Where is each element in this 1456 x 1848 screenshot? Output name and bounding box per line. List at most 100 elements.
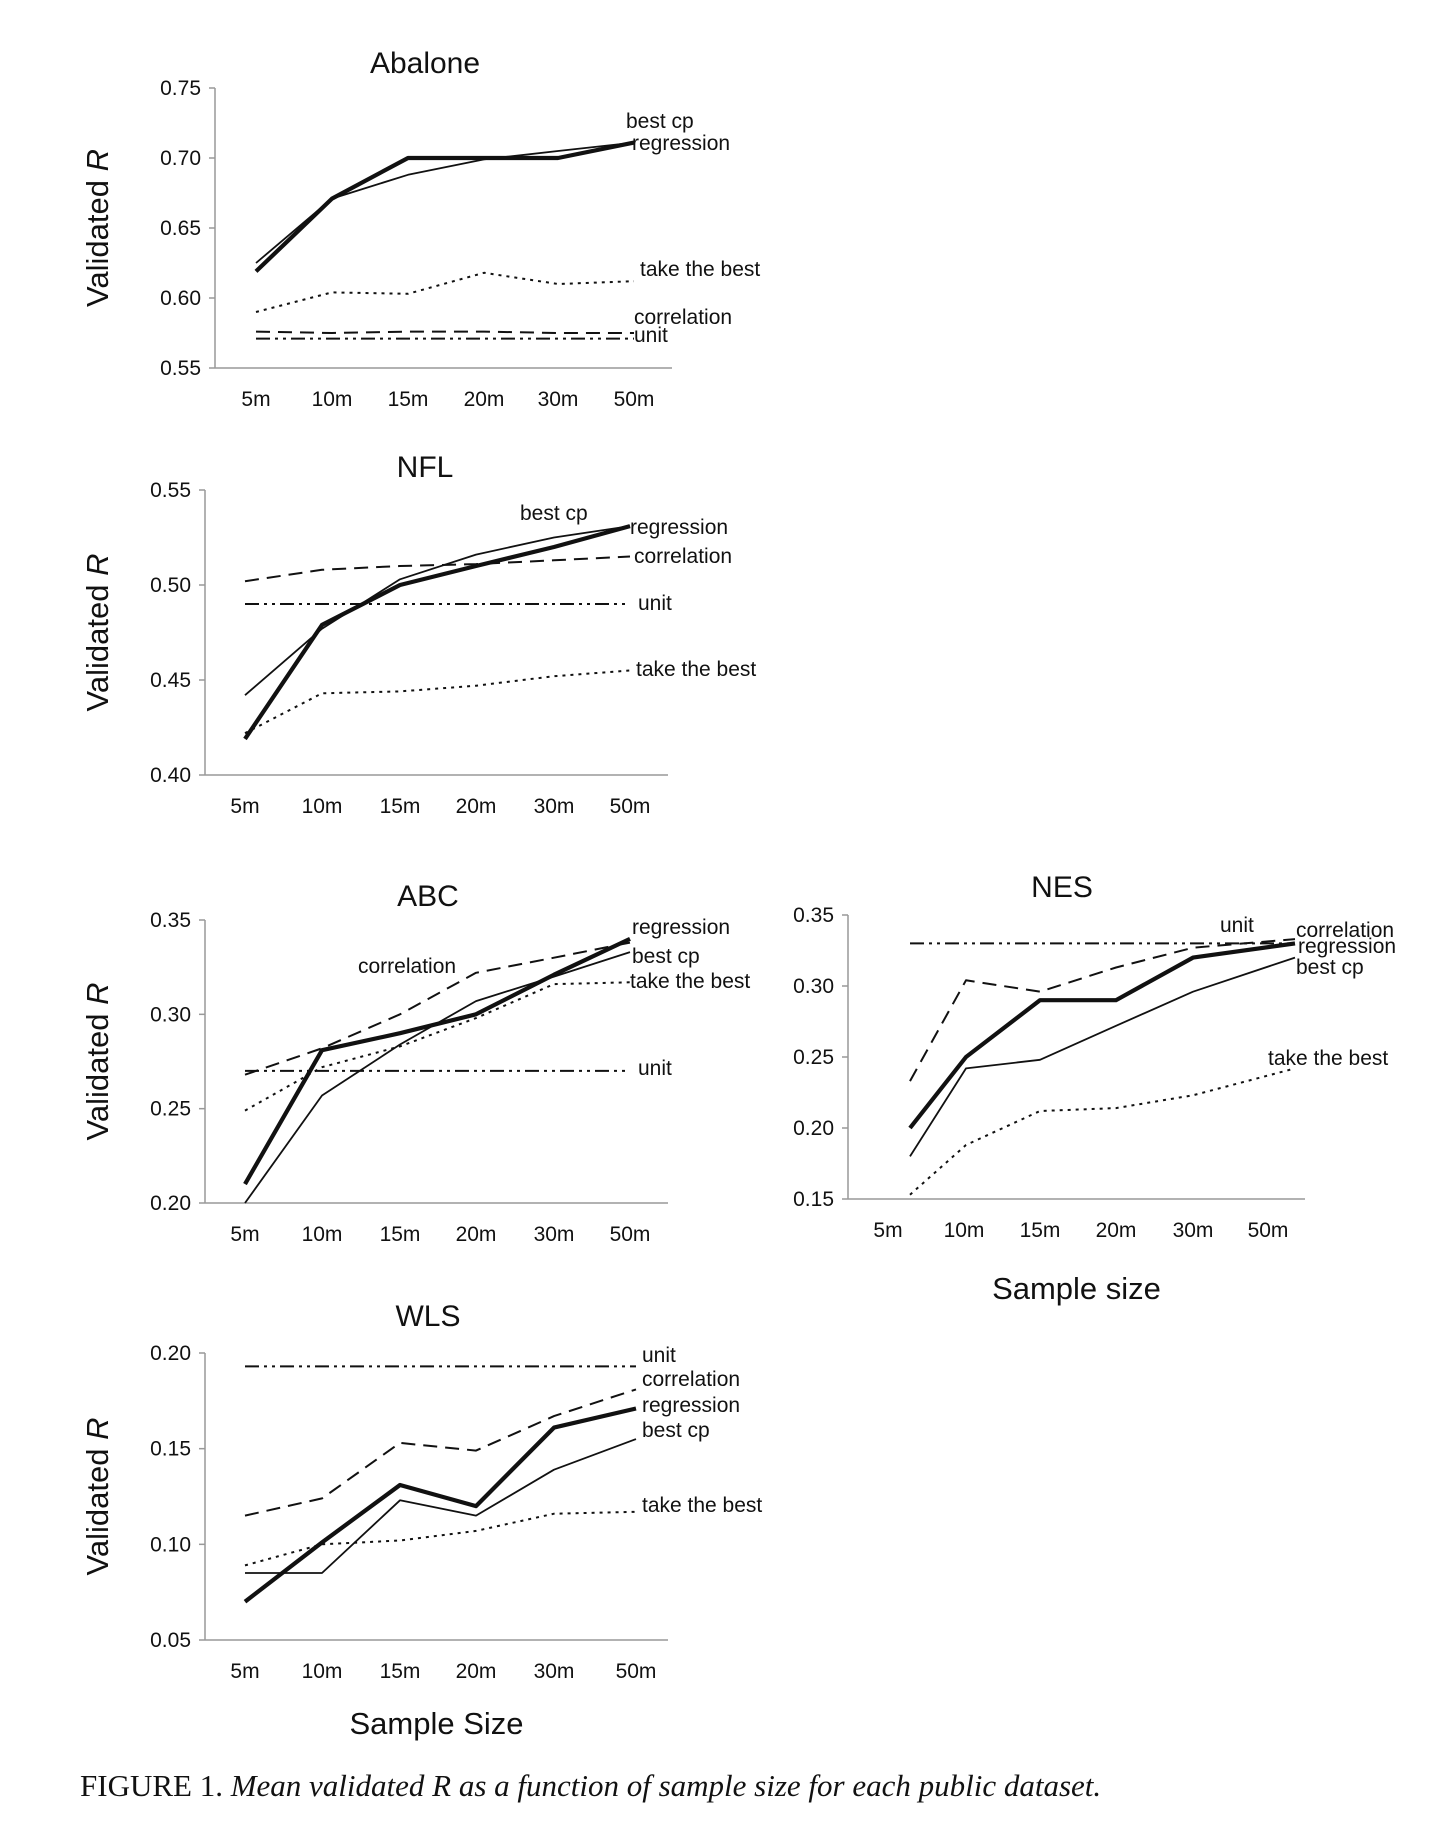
x-tick-label: 30m xyxy=(1173,1219,1214,1242)
x-tick-label: 15m xyxy=(388,388,429,411)
series-line-regression xyxy=(243,1406,637,1604)
x-tick-label: 15m xyxy=(380,1660,421,1683)
series-line-take-the-best xyxy=(244,981,631,1112)
x-tick-label: 30m xyxy=(534,1223,575,1246)
chart-panel-nfl: NFL 0.55 0.50 0.45 0.40 5m 10m 15m 20m 30m 50m Vali… xyxy=(80,451,756,818)
series-label-take-the-best: take the best xyxy=(630,970,750,993)
y-tick-label: 0.40 xyxy=(150,764,191,787)
x-tick-label: 10m xyxy=(302,1660,343,1683)
series-label-take-the-best: take the best xyxy=(642,1494,762,1517)
series-line-best-cp xyxy=(245,1438,637,1574)
series-line-correlation xyxy=(244,941,631,1076)
y-tick-label: 0.15 xyxy=(150,1438,191,1461)
x-tick-label: 20m xyxy=(456,795,497,818)
x-tick-label: 30m xyxy=(534,795,575,818)
x-tick-label: 50m xyxy=(616,1660,657,1683)
chart-panel-nes: NES 0.35 0.30 0.25 0.20 0.15 5m 10m 15m 20m 30m 50m… xyxy=(793,871,1396,1306)
y-tick-label: 0.55 xyxy=(160,357,201,380)
x-tick-label: 10m xyxy=(944,1219,985,1242)
y-tick-label: 0.30 xyxy=(793,975,834,998)
series-label-unit: unit xyxy=(634,324,668,347)
x-tick-label: 5m xyxy=(230,1660,259,1683)
x-tick-label: 10m xyxy=(312,388,353,411)
y-tick-label: 0.20 xyxy=(793,1117,834,1140)
x-tick-label: 5m xyxy=(241,388,270,411)
x-tick-label: 50m xyxy=(610,795,651,818)
y-tick-label: 0.35 xyxy=(150,909,191,932)
chart-panel-abc: ABC 0.35 0.30 0.25 0.20 5m 10m 15m 20m 30m 50m Vali… xyxy=(80,880,750,1246)
series-label-best-cp: best cp xyxy=(632,945,700,968)
series-label-regression: regression xyxy=(632,132,730,155)
x-tick-label: 5m xyxy=(230,1223,259,1246)
series-line-regression xyxy=(244,525,631,696)
y-tick-label: 0.75 xyxy=(160,77,201,100)
caption-label: FIGURE 1. xyxy=(80,1768,223,1803)
x-tick-label: 10m xyxy=(302,795,343,818)
series-line-best-cp xyxy=(254,140,635,273)
x-axis-label: Sample size xyxy=(992,1271,1161,1306)
series-label-best-cp: best cp xyxy=(1296,956,1364,979)
series-label-best-cp: best cp xyxy=(626,110,694,133)
series-line-take-the-best xyxy=(255,271,635,313)
series-label-correlation: correlation xyxy=(634,306,732,329)
series-line-take-the-best xyxy=(244,1510,637,1567)
y-tick-label: 0.15 xyxy=(793,1188,834,1211)
chart-title: WLS xyxy=(395,1300,460,1333)
y-tick-label: 0.25 xyxy=(150,1098,191,1121)
series-label-unit: unit xyxy=(638,592,672,615)
y-axis-label: Validated R xyxy=(80,149,115,307)
y-tick-label: 0.45 xyxy=(150,669,191,692)
x-tick-label: 50m xyxy=(610,1223,651,1246)
chart-title: ABC xyxy=(397,880,459,913)
series-label-correlation: correlation xyxy=(1296,919,1394,942)
y-tick-label: 0.25 xyxy=(793,1046,834,1069)
y-tick-label: 0.20 xyxy=(150,1192,191,1215)
x-axis-label: Sample Size xyxy=(349,1706,523,1741)
series-label-take-the-best: take the best xyxy=(1268,1047,1388,1070)
y-tick-label: 0.10 xyxy=(150,1533,191,1556)
y-axis-label: Validated R xyxy=(80,1418,115,1576)
x-tick-label: 15m xyxy=(1020,1219,1061,1242)
chart-title: Abalone xyxy=(370,47,480,80)
x-tick-label: 5m xyxy=(873,1219,902,1242)
y-tick-label: 0.65 xyxy=(160,217,201,240)
series-label-best-cp: best cp xyxy=(520,502,588,525)
series-line-regression xyxy=(255,141,635,264)
series-label-correlation: correlation xyxy=(642,1368,740,1391)
series-label-regression: regression xyxy=(630,516,728,539)
x-tick-label: 15m xyxy=(380,1223,421,1246)
y-tick-label: 0.05 xyxy=(150,1629,191,1652)
series-line-correlation xyxy=(909,938,1296,1082)
x-tick-label: 20m xyxy=(464,388,505,411)
x-tick-label: 5m xyxy=(230,795,259,818)
x-tick-label: 15m xyxy=(380,795,421,818)
series-line-regression xyxy=(908,941,1296,1130)
y-tick-label: 0.20 xyxy=(150,1342,191,1365)
y-tick-label: 0.30 xyxy=(150,1003,191,1026)
series-label-take-the-best: take the best xyxy=(636,658,756,681)
series-label-regression: regression xyxy=(1298,935,1396,958)
series-line-best-cp xyxy=(909,956,1296,1157)
series-label-best-cp: best cp xyxy=(642,1419,710,1442)
y-tick-label: 0.35 xyxy=(793,904,834,927)
caption-text: Mean validated R as a function of sample… xyxy=(230,1768,1102,1803)
chart-panel-wls: WLS 0.20 0.15 0.10 0.05 5m 10m 15m 20m 30m 50m Vali… xyxy=(80,1300,762,1741)
series-label-unit: unit xyxy=(642,1344,676,1367)
series-label-unit: unit xyxy=(638,1057,672,1080)
y-axis-label: Validated R xyxy=(80,554,115,712)
series-label-regression: regression xyxy=(632,916,730,939)
x-tick-label: 20m xyxy=(456,1223,497,1246)
series-line-best-cp xyxy=(244,951,631,1204)
x-tick-label: 30m xyxy=(538,388,579,411)
x-tick-label: 10m xyxy=(302,1223,343,1246)
series-label-regression: regression xyxy=(642,1394,740,1417)
chart-title: NES xyxy=(1031,871,1093,904)
series-label-correlation: correlation xyxy=(634,545,732,568)
series-line-take-the-best xyxy=(909,1067,1296,1196)
y-tick-label: 0.55 xyxy=(150,479,191,502)
y-tick-label: 0.60 xyxy=(160,287,201,310)
y-tick-label: 0.50 xyxy=(150,574,191,597)
x-tick-label: 20m xyxy=(456,1660,497,1683)
series-label-unit: unit xyxy=(1220,914,1254,937)
x-tick-label: 30m xyxy=(534,1660,575,1683)
